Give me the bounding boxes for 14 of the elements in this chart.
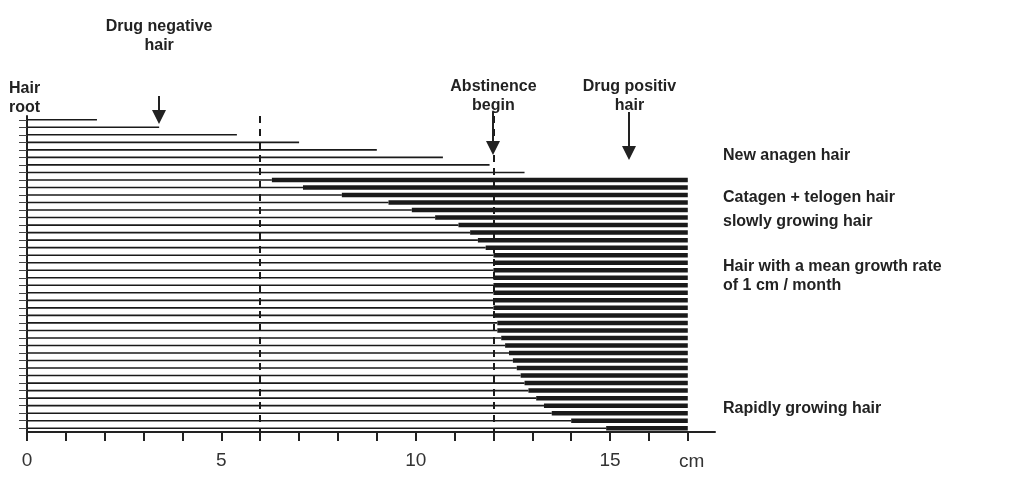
text: Drug positiv hair (581, 76, 678, 114)
x-tick-label: 10 (405, 449, 427, 470)
text: slowly growing hair (723, 211, 874, 231)
text: Rapidly growing hair (723, 397, 883, 417)
text: Drug negative hair (104, 16, 214, 54)
text: New anagen hair (723, 145, 852, 165)
text: Hair root (9, 78, 42, 116)
x-tick-label: 5 (216, 449, 227, 470)
x-axis-title: cm (679, 450, 705, 471)
text: Catagen + telogen hair (723, 187, 897, 207)
text: Abstinence begin (449, 76, 538, 114)
x-tick-label: 15 (599, 449, 621, 470)
x-tick-label: 0 (21, 449, 33, 470)
text: Hair with a mean growth rate of 1 cm / month (723, 256, 943, 295)
